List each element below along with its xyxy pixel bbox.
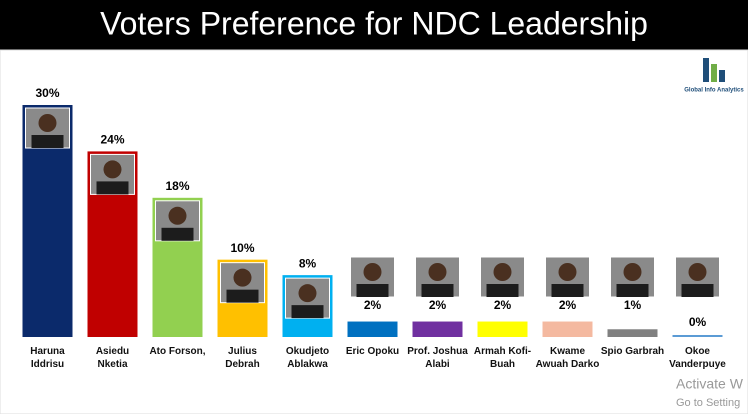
value-label: 1% xyxy=(624,298,642,312)
logo-icon xyxy=(719,70,725,82)
watermark: Go to Setting xyxy=(676,397,740,409)
bar xyxy=(607,329,658,337)
x-tick-label: Prof. Joshua Alabi xyxy=(407,346,468,370)
photo-body xyxy=(421,284,454,297)
value-label: 2% xyxy=(364,298,382,312)
logo-icon xyxy=(703,58,709,82)
x-tick-label: Asiedu Nketia xyxy=(95,346,130,370)
photo-face xyxy=(493,263,512,281)
photo-body xyxy=(486,284,519,297)
logo-icon xyxy=(711,64,717,82)
bar xyxy=(347,321,398,337)
frame xyxy=(0,49,748,414)
x-tick-label: Okoe Vanderpuye xyxy=(669,346,726,370)
photo-face xyxy=(233,268,252,287)
value-label: 8% xyxy=(299,256,317,270)
bar xyxy=(672,335,723,337)
photo-face xyxy=(103,160,122,179)
value-label: 10% xyxy=(230,241,254,255)
photo-body xyxy=(291,305,324,319)
photo-body xyxy=(551,284,584,297)
photo-body xyxy=(161,227,194,241)
photo-body xyxy=(226,289,259,303)
bar xyxy=(412,321,463,337)
x-tick-label: Eric Opoku xyxy=(345,346,400,357)
value-label: 0% xyxy=(689,315,707,329)
x-tick-label: Spio Garbrah xyxy=(600,346,665,357)
value-label: 18% xyxy=(165,179,189,193)
photo-body xyxy=(96,181,129,195)
photo-body xyxy=(681,284,714,297)
watermark: Activate W xyxy=(676,376,744,392)
x-tick-label: Armah Kofi-Buah xyxy=(473,346,532,370)
bar xyxy=(477,321,528,337)
value-label: 24% xyxy=(100,133,124,147)
photo-face xyxy=(688,263,707,281)
title-band xyxy=(0,0,748,50)
photo-face xyxy=(38,114,57,132)
photo-body xyxy=(616,284,649,297)
chart-title: Voters Preference for NDC Leadership xyxy=(100,5,648,41)
bar xyxy=(542,321,593,337)
value-label: 30% xyxy=(35,86,59,100)
x-tick-label: Julius Debrah xyxy=(225,346,260,370)
x-tick-label: Ato Forson, xyxy=(149,346,206,357)
value-label: 2% xyxy=(494,298,512,312)
photo-face xyxy=(168,206,187,225)
photo-body xyxy=(356,284,389,297)
x-tick-label: Kwame Awuah Darko xyxy=(535,346,600,370)
photo-body xyxy=(31,135,64,148)
x-tick-label: Haruna Iddrisu xyxy=(30,346,65,370)
photo-face xyxy=(558,263,577,281)
value-label: 2% xyxy=(559,298,577,312)
photo-face xyxy=(363,263,382,281)
photo-face xyxy=(623,263,642,281)
x-tick-label: Okudjeto Ablakwa xyxy=(285,346,330,370)
value-label: 2% xyxy=(429,298,447,312)
photo-face xyxy=(428,263,447,281)
logo-text: Global Info Analytics xyxy=(684,88,744,94)
photo-face xyxy=(298,284,317,303)
